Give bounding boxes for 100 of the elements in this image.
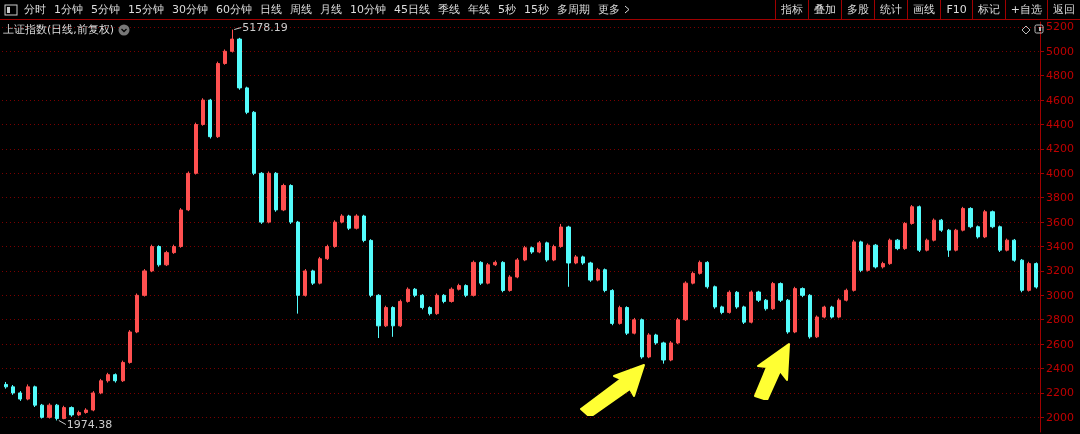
candlestick	[596, 267, 600, 282]
candlestick	[873, 243, 878, 269]
candlestick	[281, 183, 286, 212]
candlestick	[581, 255, 585, 266]
candlestick	[486, 262, 490, 285]
text: 多股	[841, 0, 875, 19]
candlestick	[588, 261, 593, 283]
candlestick	[647, 332, 651, 359]
y-tick-label: 2600	[1046, 337, 1074, 351]
candlestick	[311, 269, 315, 286]
candlestick	[618, 305, 622, 326]
candlestick	[888, 238, 892, 266]
candlestick	[325, 244, 329, 261]
candlestick	[179, 207, 183, 249]
candlestick	[398, 299, 402, 328]
candlestick	[998, 225, 1002, 253]
candlestick	[333, 219, 337, 249]
candlestick	[691, 271, 695, 285]
candlestick	[26, 383, 30, 401]
candlestick	[420, 293, 424, 310]
candlestick	[815, 314, 819, 339]
candlestick	[464, 283, 468, 298]
candlestick	[990, 210, 995, 229]
candlestick	[128, 329, 132, 365]
candlestick	[157, 244, 161, 268]
candlestick	[237, 37, 242, 91]
text: 5秒	[497, 2, 517, 17]
candlestick	[493, 260, 497, 267]
candlestick	[742, 305, 746, 325]
candlestick	[259, 171, 264, 225]
candlestick	[164, 250, 169, 267]
candlestick	[954, 228, 958, 252]
candlestick	[786, 298, 790, 335]
y-tick-label: 3400	[1046, 240, 1074, 254]
candlestick	[903, 221, 907, 251]
candlestick	[808, 293, 812, 340]
candlestick	[756, 290, 761, 303]
text: 画线	[907, 0, 941, 19]
candlestick	[778, 281, 783, 303]
candlestick	[106, 372, 110, 384]
annotation: 5178.19	[242, 21, 288, 35]
text: 15秒	[523, 2, 550, 17]
candlestick	[537, 240, 541, 254]
candlestick	[925, 238, 929, 252]
annotation: 1974.38	[66, 417, 113, 431]
text: +自选	[1004, 0, 1047, 19]
candlestick	[362, 214, 366, 243]
candlestick	[55, 403, 59, 421]
candlestick	[40, 403, 44, 420]
text: 30分钟	[171, 2, 209, 17]
candlestick	[11, 384, 15, 396]
text: 叠加	[808, 0, 842, 19]
candlestick	[376, 293, 381, 339]
y-tick-label: 4800	[1046, 69, 1074, 83]
candlestick	[186, 170, 190, 212]
y-tick-label: 4400	[1046, 118, 1074, 131]
candlestick	[142, 268, 147, 298]
candlestick	[406, 286, 410, 304]
candlestick	[318, 256, 322, 285]
candlestick	[640, 318, 644, 360]
candlestick	[84, 407, 88, 415]
candlestick	[1027, 261, 1031, 293]
text: 返回	[1047, 0, 1080, 19]
text: 10分钟	[349, 2, 387, 17]
candlestick	[983, 209, 987, 239]
text: 年线	[467, 2, 491, 17]
candlestick	[552, 244, 556, 262]
candlestick	[1034, 261, 1038, 290]
text: 标记	[971, 0, 1005, 19]
candlestick	[559, 223, 563, 249]
candlestick	[369, 238, 373, 298]
candlestick	[230, 29, 234, 54]
candlestick	[720, 305, 724, 315]
y-tick-label: 2200	[1046, 386, 1074, 400]
candlestick	[793, 286, 797, 334]
candlestick	[866, 242, 870, 273]
candlestick	[632, 317, 636, 335]
candlestick	[1012, 238, 1016, 263]
candlestick	[1020, 258, 1024, 293]
candlestick	[121, 360, 125, 383]
y-tick-label: 4600	[1046, 93, 1074, 107]
candlestick	[91, 390, 95, 412]
text: 指标	[775, 0, 809, 19]
candlestick	[610, 288, 614, 326]
candlestick	[932, 217, 936, 242]
candlestick	[625, 305, 629, 336]
candlestick	[698, 260, 702, 276]
candlestick	[530, 246, 534, 255]
candlestick	[33, 385, 37, 408]
candlestick	[69, 405, 74, 418]
candlestick	[822, 305, 826, 319]
text: 月线	[319, 2, 343, 17]
text: 分时	[23, 2, 47, 17]
candlestick	[961, 206, 965, 232]
candlestick	[910, 204, 914, 226]
candlestick	[976, 225, 980, 240]
candlestick	[523, 245, 527, 262]
y-tick-label: 3200	[1046, 264, 1074, 278]
candlestick	[77, 410, 81, 417]
candlestick	[201, 97, 205, 127]
